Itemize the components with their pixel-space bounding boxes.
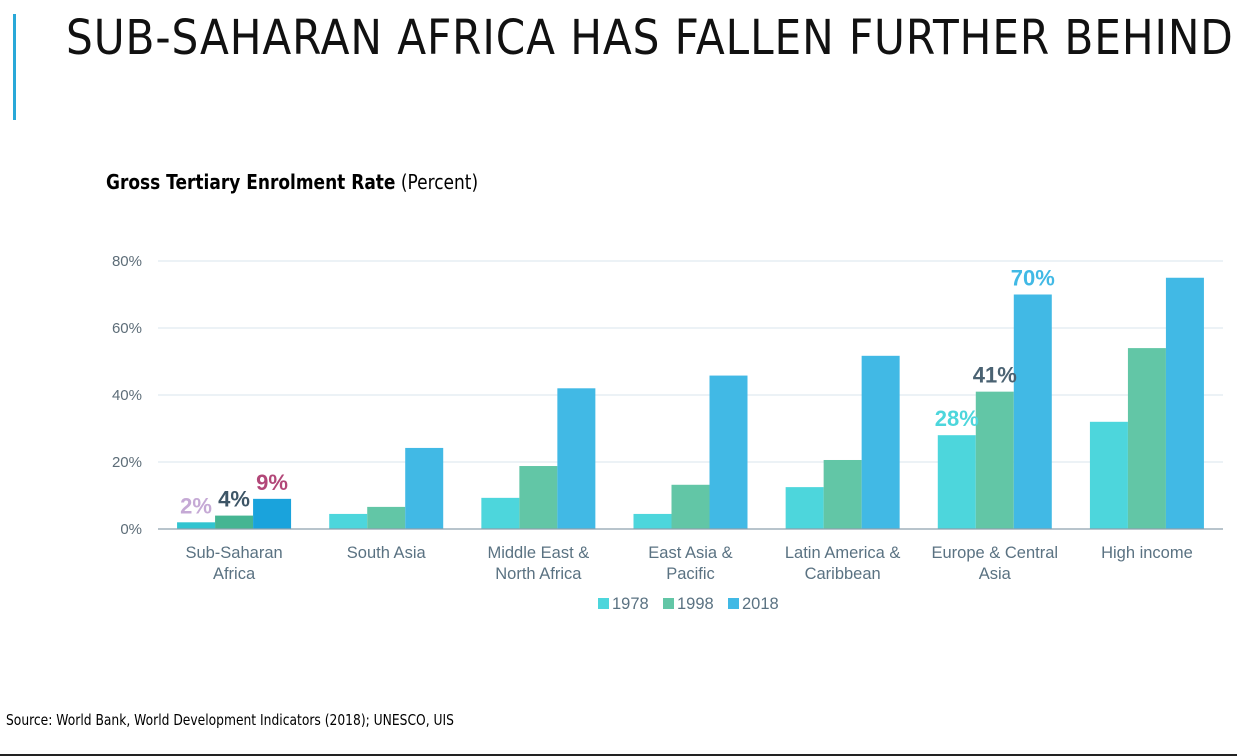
slide-title: SUB-SAHARAN AFRICA HAS FALLEN FURTHER BE… [66,10,1234,66]
bar-chart: 0% 20% 40% 60% 80% Sub-Saharan Africa South Asi… [112,253,1223,613]
bar-1998 [367,506,406,529]
x-tick-label: Pacific [666,565,715,583]
bar-1978 [937,435,976,529]
y-tick-label: 0% [120,521,142,538]
source-note: Source: World Bank, World Development In… [6,711,454,729]
title-accent-bar [13,14,16,120]
bar-2018 [405,447,444,529]
chart-heading: Gross Tertiary Enrolment Rate (Percent) [106,170,478,194]
data-label: 70% [1011,266,1055,291]
legend-label: 1998 [677,595,714,613]
bar-1978 [785,487,824,529]
bar-1998 [671,484,710,529]
bar-1998 [215,515,254,529]
data-label: 28% [935,406,979,431]
chart-heading-unit: (Percent) [400,170,479,194]
legend-swatch-1998 [663,598,674,609]
chart-heading-main: Gross Tertiary Enrolment Rate [106,170,396,194]
bar-1998 [823,459,862,529]
data-label: 41% [973,363,1017,388]
bar-2018 [253,498,292,529]
x-tick-label: Asia [979,565,1012,583]
x-tick-label: Latin America & [785,544,901,562]
data-label: 2% [180,493,212,518]
x-tick-label: Sub-Saharan [185,544,282,562]
data-label: 9% [256,470,288,495]
bar-1998 [975,391,1014,529]
x-tick-label: South Asia [347,544,427,562]
footer-divider [0,754,1237,756]
legend-label: 1978 [612,595,649,613]
bar-1978 [1089,421,1128,529]
y-tick-label: 40% [112,387,142,404]
bar-2018 [1013,294,1052,529]
bar-1978 [633,513,672,529]
data-label: 4% [218,487,250,512]
bar-1978 [481,497,520,529]
legend-swatch-2018 [728,598,739,609]
bar-2018 [709,375,748,529]
x-tick-label: East Asia & [648,544,732,562]
y-tick-label: 80% [112,253,142,270]
x-tick-label: Middle East & [487,544,589,562]
bar-1998 [519,466,558,529]
legend-swatch-1978 [598,598,609,609]
x-tick-label: Caribbean [805,565,881,583]
bar-2018 [1165,277,1204,529]
legend-label: 2018 [742,595,779,613]
x-tick-label: High income [1101,544,1193,562]
bar-2018 [557,388,596,529]
y-tick-label: 20% [112,454,142,471]
bar-1978 [177,522,216,529]
x-tick-label: North Africa [495,565,582,583]
y-tick-label: 60% [112,320,142,337]
x-tick-label: Europe & Central [931,544,1058,562]
bar-1998 [1127,348,1166,529]
bar-1978 [329,513,368,529]
x-tick-label: Africa [213,565,256,583]
bar-2018 [861,355,900,529]
